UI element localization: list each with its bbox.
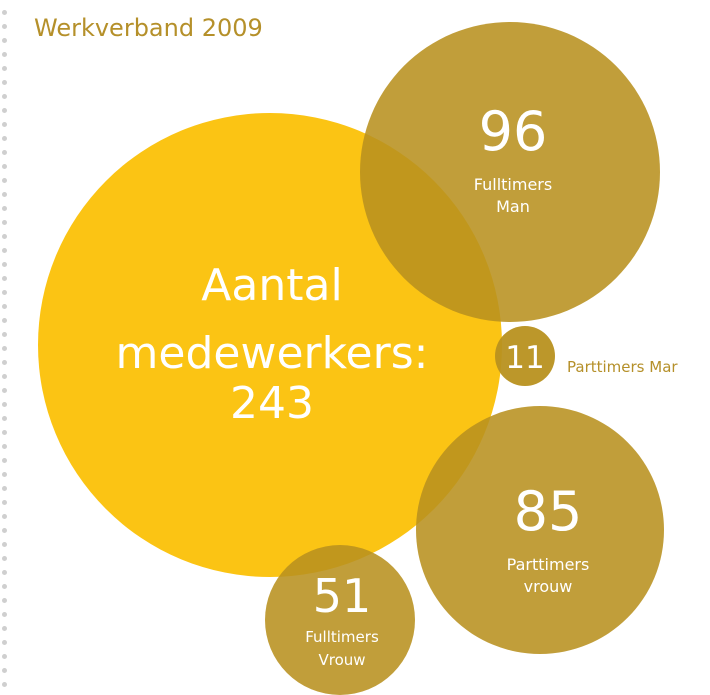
parttimers-man-number: 11 (505, 340, 544, 376)
margin-dot (2, 360, 7, 365)
parttimers-vrouw-number: 85 (514, 480, 583, 543)
total-label-line1: Aantal (201, 260, 342, 311)
margin-dot (2, 682, 7, 687)
margin-dot (2, 66, 7, 71)
margin-dot (2, 178, 7, 183)
fulltimers-man-number: 96 (479, 100, 548, 163)
parttimers-man-label: Parttimers Mar (567, 358, 678, 376)
margin-dot (2, 122, 7, 127)
fulltimers-vrouw-label2: Vrouw (318, 651, 365, 669)
margin-dot (2, 514, 7, 519)
fulltimers-vrouw-bubble (265, 545, 415, 695)
margin-dot (2, 598, 7, 603)
margin-dot (2, 248, 7, 253)
margin-dot (2, 374, 7, 379)
margin-dot (2, 430, 7, 435)
margin-dot (2, 402, 7, 407)
total-value: 243 (230, 378, 314, 429)
margin-dot (2, 570, 7, 575)
total-label-line2: medewerkers: (116, 328, 429, 379)
margin-dot (2, 346, 7, 351)
margin-dot (2, 444, 7, 449)
margin-dot (2, 10, 7, 15)
fulltimers-vrouw-label1: Fulltimers (305, 628, 379, 646)
margin-dot (2, 612, 7, 617)
margin-dot (2, 206, 7, 211)
fulltimers-man-bubble (360, 22, 660, 322)
margin-dot (2, 472, 7, 477)
margin-dot (2, 52, 7, 57)
margin-dot (2, 528, 7, 533)
parttimers-vrouw-label2: vrouw (524, 577, 573, 596)
margin-dot (2, 500, 7, 505)
margin-dot (2, 332, 7, 337)
parttimers-man-bubble (495, 326, 555, 386)
margin-dot (2, 24, 7, 29)
margin-dot (2, 668, 7, 673)
margin-dot (2, 318, 7, 323)
margin-dot (2, 654, 7, 659)
fulltimers-vrouw-number: 51 (313, 569, 372, 623)
margin-dot (2, 80, 7, 85)
margin-dot (2, 640, 7, 645)
margin-dot (2, 234, 7, 239)
margin-dot (2, 192, 7, 197)
margin-dot (2, 486, 7, 491)
fulltimers-man-label2: Man (496, 197, 530, 216)
margin-dot (2, 584, 7, 589)
fulltimers-man-label1: Fulltimers (474, 175, 552, 194)
margin-dot (2, 94, 7, 99)
margin-dot (2, 108, 7, 113)
margin-dot (2, 290, 7, 295)
dotted-margin-rule (0, 0, 12, 695)
margin-dot (2, 262, 7, 267)
margin-dot (2, 136, 7, 141)
parttimers-vrouw-bubble (416, 406, 664, 654)
diagram-title: Werkverband 2009 (34, 14, 263, 42)
margin-dot (2, 626, 7, 631)
margin-dot (2, 542, 7, 547)
margin-dot (2, 150, 7, 155)
margin-dot (2, 416, 7, 421)
margin-dot (2, 164, 7, 169)
margin-dot (2, 220, 7, 225)
margin-dot (2, 556, 7, 561)
margin-dot (2, 304, 7, 309)
margin-dot (2, 276, 7, 281)
parttimers-vrouw-label1: Parttimers (507, 555, 590, 574)
margin-dot (2, 458, 7, 463)
margin-dot (2, 388, 7, 393)
margin-dot (2, 38, 7, 43)
